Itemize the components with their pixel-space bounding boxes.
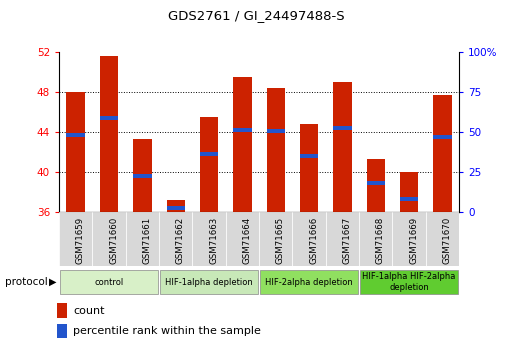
Bar [59, 212, 92, 266]
Bar [61, 270, 157, 294]
Bar [400, 172, 418, 212]
Text: GSM71664: GSM71664 [242, 216, 251, 264]
Bar [200, 117, 218, 212]
Bar [367, 181, 385, 185]
Bar [126, 212, 159, 266]
Bar [259, 212, 292, 266]
Text: GDS2761 / GI_24497488-S: GDS2761 / GI_24497488-S [168, 9, 345, 22]
Text: GSM71661: GSM71661 [143, 216, 151, 264]
Bar [100, 116, 118, 120]
Text: GSM71667: GSM71667 [343, 216, 351, 264]
Text: HIF-1alpha depletion: HIF-1alpha depletion [165, 277, 253, 287]
Bar [361, 270, 458, 294]
Text: protocol: protocol [5, 277, 48, 287]
Text: HIF-1alpha HIF-2alpha
depletion: HIF-1alpha HIF-2alpha depletion [362, 272, 456, 292]
Bar [133, 139, 151, 212]
Text: GSM71659: GSM71659 [76, 216, 85, 264]
Bar [233, 77, 251, 212]
Bar [92, 212, 126, 266]
Bar [400, 197, 418, 201]
Bar [333, 82, 351, 212]
Text: GSM71668: GSM71668 [376, 216, 385, 264]
Text: ▶: ▶ [49, 277, 56, 287]
Text: GSM71662: GSM71662 [175, 216, 185, 264]
Bar [233, 128, 251, 132]
Bar [67, 92, 85, 212]
Bar [326, 212, 359, 266]
Bar [100, 56, 118, 212]
Text: GSM71669: GSM71669 [409, 216, 418, 264]
Bar [226, 212, 259, 266]
Text: percentile rank within the sample: percentile rank within the sample [73, 326, 261, 336]
Text: GSM71665: GSM71665 [276, 216, 285, 264]
Bar [392, 212, 426, 266]
Text: GSM71663: GSM71663 [209, 216, 218, 264]
Bar [267, 88, 285, 212]
Bar [159, 212, 192, 266]
Bar [167, 200, 185, 212]
Bar [200, 152, 218, 156]
Bar [167, 206, 185, 210]
Bar [426, 212, 459, 266]
Bar [161, 270, 258, 294]
Bar [267, 129, 285, 133]
Bar [333, 126, 351, 130]
Text: HIF-2alpha depletion: HIF-2alpha depletion [265, 277, 353, 287]
Text: count: count [73, 306, 105, 315]
Bar [57, 324, 67, 338]
Bar [261, 270, 358, 294]
Bar [292, 212, 326, 266]
Bar [300, 154, 318, 158]
Bar [367, 159, 385, 212]
Bar [133, 174, 151, 178]
Bar [192, 212, 226, 266]
Bar [67, 133, 85, 137]
Bar [433, 95, 451, 212]
Bar [300, 124, 318, 212]
Bar [433, 135, 451, 139]
Bar [57, 303, 67, 317]
Text: GSM71660: GSM71660 [109, 216, 118, 264]
Text: GSM71670: GSM71670 [442, 216, 451, 264]
Text: control: control [94, 277, 124, 287]
Text: GSM71666: GSM71666 [309, 216, 318, 264]
Bar [359, 212, 392, 266]
